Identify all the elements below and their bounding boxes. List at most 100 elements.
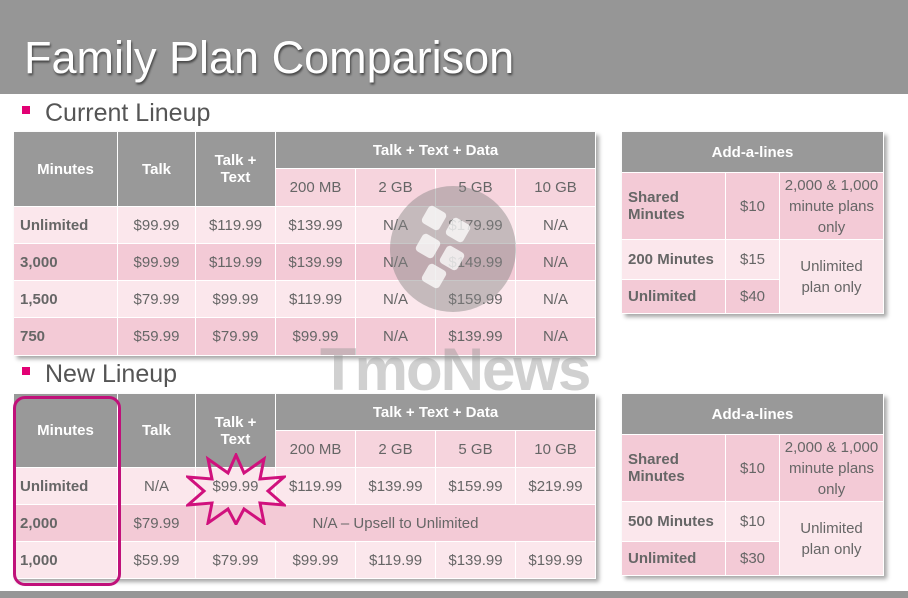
cell: $99.99: [118, 207, 196, 244]
table-row: Shared Minutes $10 2,000 & 1,000 minute …: [622, 173, 884, 240]
row-label: Unlimited: [14, 207, 118, 244]
addon-label: Unlimited: [622, 542, 726, 576]
sub-2gb: 2 GB: [356, 169, 436, 207]
cell: $119.99: [196, 244, 276, 281]
addon-price: $15: [726, 240, 780, 280]
watermark-logo-icon: [390, 186, 516, 312]
cell: $119.99: [196, 207, 276, 244]
cell: $139.99: [276, 244, 356, 281]
table-row: 200 Minutes $15 Unlimited plan only: [622, 240, 884, 314]
section-new-label: New Lineup: [45, 360, 178, 388]
addon-price: $10: [726, 173, 780, 240]
addon-label: Shared Minutes: [622, 435, 726, 502]
section-current-label: Current Lineup: [45, 99, 211, 127]
col-talk-text: Talk + Text: [196, 132, 276, 207]
table-row: 500 Minutes $10 Unlimited plan only: [622, 502, 884, 576]
table-row: 1,000 $59.99 $79.99 $99.99 $119.99 $139.…: [14, 542, 596, 579]
cell-highlighted: $99.99: [196, 468, 276, 505]
addon-price: $10: [726, 502, 780, 542]
cell: $99.99: [118, 244, 196, 281]
addon-label: 500 Minutes: [622, 502, 726, 542]
table-row: Unlimited $30: [622, 542, 884, 576]
section-current: Current Lineup: [22, 99, 210, 128]
cell: N/A: [516, 244, 596, 281]
bottom-bar: [0, 591, 908, 598]
addon-header: Add-a-lines: [622, 132, 884, 173]
cell: $79.99: [196, 318, 276, 356]
cell: $139.99: [436, 542, 516, 579]
addon-price: $30: [726, 542, 780, 576]
table-row: 2,000 $79.99 N/A – Upsell to Unlimited: [14, 505, 596, 542]
cell: $99.99: [276, 318, 356, 356]
bullet-icon: [22, 367, 30, 376]
cell: N/A: [118, 468, 196, 505]
cell: $199.99: [516, 542, 596, 579]
table-row: 1,500 $79.99 $99.99 $119.99 N/A $159.99 …: [14, 281, 596, 318]
table-row: Unlimited $40: [622, 280, 884, 314]
table-row: Shared Minutes $10 2,000 & 1,000 minute …: [622, 435, 884, 502]
cell: N/A: [516, 207, 596, 244]
table-row: Unlimited N/A $99.99 $119.99 $139.99 $15…: [14, 468, 596, 505]
table-row: 750 $59.99 $79.99 $99.99 N/A $139.99 N/A: [14, 318, 596, 356]
cell: $79.99: [196, 542, 276, 579]
new-addon-table: Add-a-lines Shared Minutes $10 2,000 & 1…: [622, 394, 884, 576]
row-label: 3,000: [14, 244, 118, 281]
row-label: 1,000: [14, 542, 118, 579]
sub-5gb: 5 GB: [436, 169, 516, 207]
cell: N/A: [356, 318, 436, 356]
row-label: 1,500: [14, 281, 118, 318]
col-minutes: Minutes: [14, 394, 118, 468]
new-lineup-table: Minutes Talk Talk + Text Talk + Text + D…: [14, 394, 596, 579]
cell: N/A: [356, 281, 436, 318]
minutes-highlight-box: [13, 396, 121, 586]
col-talk-text-data: Talk + Text + Data: [276, 132, 596, 169]
watermark-text: TmoNews: [320, 336, 591, 403]
cell: $139.99: [436, 318, 516, 356]
cell: $99.99: [276, 542, 356, 579]
addon-label: Unlimited: [622, 280, 726, 314]
cell: N/A: [516, 281, 596, 318]
sub-10gb: 10 GB: [516, 169, 596, 207]
addon-label: 200 Minutes: [622, 240, 726, 280]
sub-200mb: 200 MB: [276, 169, 356, 207]
addon-note: Unlimited plan only: [780, 502, 884, 576]
addon-header: Add-a-lines: [622, 394, 884, 435]
sub-200mb: 200 MB: [276, 431, 356, 468]
cell: $99.99: [196, 281, 276, 318]
cell: $59.99: [118, 542, 196, 579]
title-bar: [0, 0, 908, 94]
current-addon-table: Add-a-lines Shared Minutes $10 2,000 & 1…: [622, 132, 884, 314]
sub-2gb: 2 GB: [356, 431, 436, 468]
cell: $219.99: [516, 468, 596, 505]
sub-5gb: 5 GB: [436, 431, 516, 468]
sub-10gb: 10 GB: [516, 431, 596, 468]
row-label: 750: [14, 318, 118, 356]
slide-title: Family Plan Comparison: [24, 32, 515, 83]
cell: $59.99: [118, 318, 196, 356]
row-label: Unlimited: [14, 468, 118, 505]
addon-label: Shared Minutes: [622, 173, 726, 240]
section-new: New Lineup: [22, 360, 177, 389]
cell: $119.99: [276, 281, 356, 318]
bullet-icon: [22, 106, 30, 115]
cell: $139.99: [276, 207, 356, 244]
addon-note: 2,000 & 1,000 minute plans only: [780, 173, 884, 240]
cell: $139.99: [356, 468, 436, 505]
col-talk: Talk: [118, 132, 196, 207]
col-talk-text-data: Talk + Text + Data: [276, 394, 596, 431]
col-talk: Talk: [118, 394, 196, 468]
row-label: 2,000: [14, 505, 118, 542]
cell: N/A: [516, 318, 596, 356]
cell: $79.99: [118, 281, 196, 318]
addon-price: $40: [726, 280, 780, 314]
cell: $119.99: [276, 468, 356, 505]
cell: $119.99: [356, 542, 436, 579]
cell: $159.99: [436, 281, 516, 318]
cell: $159.99: [436, 468, 516, 505]
addon-note: 2,000 & 1,000 minute plans only: [780, 435, 884, 502]
cell: $79.99: [118, 505, 196, 542]
addon-price: $10: [726, 435, 780, 502]
burst-highlight-icon: [186, 453, 286, 525]
col-minutes: Minutes: [14, 132, 118, 207]
addon-note: Unlimited plan only: [780, 240, 884, 314]
